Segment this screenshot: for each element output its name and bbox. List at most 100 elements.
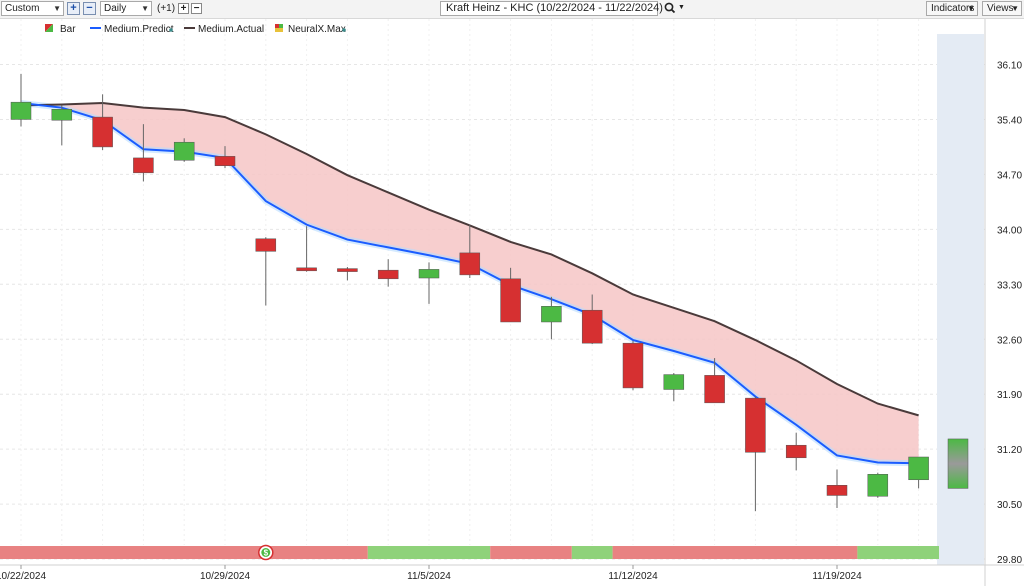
candle[interactable] — [133, 124, 154, 182]
candle-body — [92, 116, 113, 148]
period-select[interactable]: Custom ▼ — [1, 1, 64, 16]
candle[interactable] — [296, 226, 317, 272]
legend-label: Bar — [60, 24, 76, 35]
candle[interactable] — [867, 472, 889, 498]
period-select-value: Custom — [5, 3, 40, 14]
y-tick-label: 30.50 — [997, 500, 1022, 511]
interval-select-value: Daily — [104, 3, 127, 14]
candle[interactable] — [908, 456, 929, 489]
candle-body — [947, 438, 969, 489]
candle-body — [255, 238, 277, 252]
candle[interactable] — [581, 294, 603, 344]
candle-body — [704, 375, 725, 404]
candle-body — [785, 444, 807, 459]
y-tick-label: 34.70 — [997, 170, 1022, 181]
offset-minus-button[interactable]: − — [191, 3, 202, 14]
signal-segment — [612, 546, 858, 559]
add-period-button[interactable]: + — [67, 2, 80, 15]
y-tick-label: 33.30 — [997, 280, 1022, 291]
x-tick-label: 10/22/2024 — [0, 571, 46, 582]
candle[interactable] — [826, 469, 848, 509]
candle[interactable] — [500, 267, 521, 323]
candle[interactable] — [704, 358, 725, 404]
candle[interactable] — [337, 267, 358, 281]
y-tick-label: 31.90 — [997, 390, 1022, 401]
views-button[interactable]: Views ▼ — [982, 1, 1022, 16]
settings-dot-icon[interactable] — [342, 28, 346, 32]
candle[interactable] — [92, 94, 113, 151]
candle-body — [296, 267, 317, 272]
candle[interactable] — [255, 237, 277, 306]
candle[interactable] — [51, 105, 73, 146]
x-axis-ticks: 10/22/2024 10/29/2024 11/5/2024 11/12/2024 1… — [0, 565, 862, 582]
dollar-icon[interactable]: $ — [258, 544, 274, 561]
x-tick-label: 10/29/2024 — [200, 571, 250, 582]
x-tick-label: 11/5/2024 — [407, 571, 451, 582]
candle-body — [377, 269, 399, 280]
candle[interactable] — [10, 73, 32, 127]
candle[interactable] — [622, 340, 644, 391]
candles — [10, 73, 969, 512]
candle[interactable] — [459, 224, 481, 279]
candle[interactable] — [173, 138, 195, 162]
signal-segment — [367, 546, 491, 559]
minus-icon: − — [86, 2, 93, 14]
candle[interactable] — [541, 296, 562, 340]
neuralx-band-area — [21, 102, 919, 464]
candle-body — [214, 156, 236, 167]
offset-label: (+1) — [157, 3, 176, 14]
forecast-candle[interactable] — [947, 438, 969, 489]
legend-label: Medium.Predict — [104, 24, 174, 35]
legend-item-bar[interactable]: Bar — [45, 24, 76, 35]
candle-body — [581, 309, 603, 344]
signal-bar: $ — [0, 544, 939, 561]
search-dropdown-icon[interactable]: ▼ — [678, 4, 685, 11]
minus-icon: − — [193, 3, 200, 14]
legend-label: Medium.Actual — [198, 24, 264, 35]
signal-segment — [0, 546, 368, 559]
candle-body — [622, 342, 644, 389]
neuralx-swatch-icon — [275, 24, 283, 32]
y-tick-label: 29.80 — [997, 555, 1022, 566]
candle[interactable] — [745, 396, 766, 512]
search-icon — [664, 2, 676, 14]
price-chart[interactable]: $ 36.10 35.40 34.70 34.00 33.30 32.60 31.90 31.… — [0, 19, 1024, 586]
y-tick-label: 34.00 — [997, 225, 1022, 236]
legend-item-medium-predict[interactable]: Medium.Predict — [90, 24, 174, 35]
search-button[interactable] — [663, 1, 679, 16]
signal-segment — [571, 546, 613, 559]
plus-icon: + — [70, 2, 77, 14]
candle[interactable] — [377, 259, 399, 287]
legend-item-medium-actual[interactable]: Medium.Actual — [184, 24, 264, 35]
candle-body — [663, 374, 685, 390]
y-axis-ticks: 36.10 35.40 34.70 34.00 33.30 32.60 31.90 31.20… — [997, 61, 1022, 567]
bar-swatch-icon — [45, 24, 53, 32]
candle-body — [908, 456, 929, 481]
chart-title-field[interactable]: Kraft Heinz - KHC (10/22/2024 - 11/22/20… — [440, 1, 663, 16]
neuralx-band — [21, 102, 919, 464]
svg-text:$: $ — [264, 549, 269, 558]
interval-select[interactable]: Daily ▼ — [100, 1, 152, 16]
candle[interactable] — [214, 146, 236, 169]
legend: Bar Medium.Predict Medium.Actual NeuralX… — [45, 24, 346, 35]
candle-body — [133, 157, 154, 174]
candle-body — [418, 269, 440, 279]
candle-body — [867, 474, 889, 497]
indicators-button-label: Indicators — [931, 3, 975, 14]
candle[interactable] — [418, 262, 440, 304]
y-tick-label: 32.60 — [997, 335, 1022, 346]
y-tick-label: 31.20 — [997, 445, 1022, 456]
candle-body — [10, 101, 32, 120]
candle-body — [826, 485, 848, 496]
chevron-down-icon: ▼ — [53, 4, 61, 13]
candle[interactable] — [663, 373, 685, 402]
offset-plus-button[interactable]: + — [178, 3, 189, 14]
candle[interactable] — [785, 432, 807, 471]
chevron-down-icon: ▼ — [1011, 4, 1019, 13]
signal-segment — [857, 546, 939, 559]
settings-dot-icon[interactable] — [169, 28, 173, 32]
x-tick-label: 11/12/2024 — [608, 571, 658, 582]
indicators-button[interactable]: Indicators ▼ — [926, 1, 978, 16]
legend-item-neuralx-max[interactable]: NeuralX.Max — [275, 24, 346, 35]
remove-period-button[interactable]: − — [83, 2, 96, 15]
